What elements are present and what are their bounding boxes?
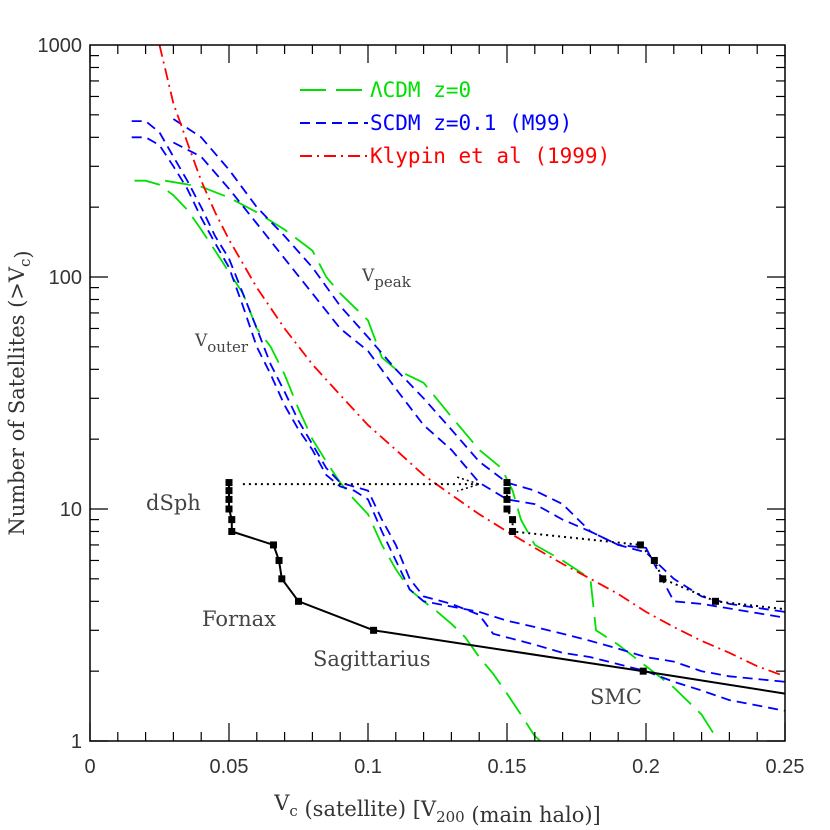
y-tick-label: 10 [60,499,82,521]
y-tick-label: 1000 [38,35,83,57]
series-7-marker-4 [228,516,236,524]
plot-frame [89,44,786,742]
series-8-marker-3 [503,505,511,513]
series-7-marker-0 [225,479,233,487]
series-7-marker-1 [225,487,233,495]
series-line-0 [134,179,541,741]
x-tick-label: 0.25 [766,756,805,778]
annotation-smc: SMC [590,685,642,709]
legend: ΛCDM z=0 SCDM z=0.1 (M99) Klypin et al (19… [300,78,610,168]
x-axis-title: Vc (satellite) [V200 (main halo)] [273,791,601,827]
legend-label-0: ΛCDM z=0 [370,78,471,102]
annotation-dsph: dSph [146,491,201,515]
series-7-marker-2 [225,495,233,503]
series-8-marker-8 [659,575,667,583]
legend-label-2: Klypin et al (1999) [370,144,610,168]
x-tick-label: 0.2 [632,756,660,778]
series-7-marker-3 [225,505,233,513]
y-axis-title: Number of Satellites (>Vc) [5,250,35,535]
annotation-vouter: Vouter [194,331,249,356]
annotations-layer: Vpeak Vouter dSph Fornax Sagittarius SMC [146,266,642,709]
series-line-8 [506,482,785,611]
annotation-vpeak: Vpeak [361,266,412,291]
series-7-marker-9 [295,597,302,605]
series-8-marker-9 [712,597,719,605]
series-8-marker-2 [503,495,511,503]
series-7-marker-10 [370,626,378,634]
series-line-4 [172,118,785,613]
series-line-5 [172,141,785,619]
x-tick-label: 0.05 [210,756,249,778]
series-7-marker-8 [278,575,286,583]
series-7-marker-5 [228,527,236,535]
x-tick-label: 0.15 [488,756,527,778]
series-7-marker-7 [275,556,283,564]
y-tick-label: 100 [49,267,82,289]
series-line-2 [131,136,785,683]
legend-label-1: SCDM z=0.1 (M99) [370,111,572,135]
series-8-marker-4 [509,516,517,524]
annotation-sagittarius: Sagittarius [313,647,431,671]
series-line-3 [131,120,785,712]
series-8-marker-0 [503,479,511,487]
x-tick-label: 0 [84,756,95,778]
series-7-marker-11 [639,667,647,675]
series-line-6 [158,45,785,678]
x-tick-label: 0.1 [354,756,382,778]
annotation-fornax: Fornax [202,607,276,631]
axes-layer: 0 0.05 0.1 0.15 0.2 0.25 1 10 100 1000 Vc (satelli… [5,35,804,827]
series-8-marker-5 [509,527,517,535]
series-8-marker-1 [503,487,511,495]
y-tick-label: 1 [71,731,82,753]
series-7-marker-6 [269,541,277,549]
series-8-marker-6 [636,541,644,549]
series-8-marker-7 [650,556,658,564]
series-layer [131,45,785,741]
series-line-1 [164,179,720,741]
